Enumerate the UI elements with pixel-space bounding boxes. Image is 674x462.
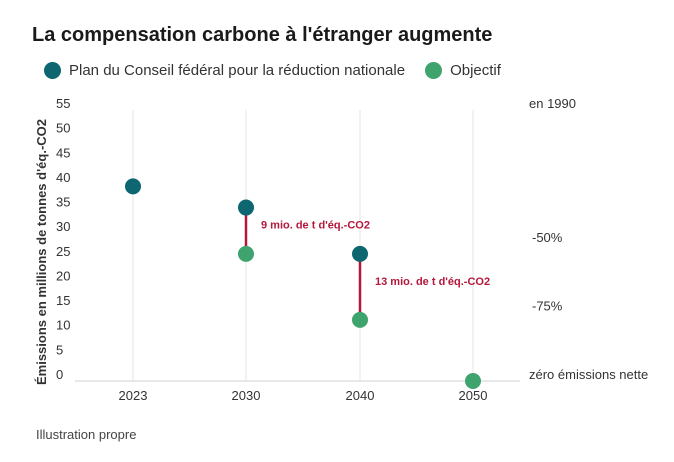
x-tick-label: 2040	[346, 388, 375, 403]
legend-item-plan[interactable]: Plan du Conseil fédéral pour la réductio…	[44, 62, 405, 79]
y-tick-label: 25	[56, 244, 70, 259]
x-tick-label: 2050	[459, 388, 488, 403]
legend-swatch-plan	[44, 62, 61, 79]
source-note: Illustration propre	[36, 427, 137, 442]
right-annotation: -50%	[532, 230, 563, 245]
y-tick-label: 35	[56, 195, 70, 210]
point-plan-2040	[352, 245, 368, 262]
y-tick-label: 45	[56, 145, 70, 160]
gap-label-2030: 9 mio. de t d'éq.-CO2	[261, 220, 370, 232]
legend-item-objectif[interactable]: Objectif	[425, 62, 501, 79]
point-objectif-2050	[465, 373, 481, 389]
gap-label-2040: 13 mio. de t d'éq.-CO2	[375, 276, 490, 288]
right-annotation: zéro émissions nette	[529, 367, 648, 382]
point-objectif-2040	[352, 311, 368, 328]
y-tick-label: 10	[56, 318, 70, 333]
legend: Plan du Conseil fédéral pour la réductio…	[44, 62, 521, 79]
legend-label-plan: Plan du Conseil fédéral pour la réductio…	[69, 62, 406, 79]
y-tick-label: 30	[56, 219, 70, 234]
point-plan-2023	[125, 178, 141, 195]
y-tick-label: 55	[56, 96, 70, 111]
point-plan-2030	[238, 199, 254, 216]
x-tick-label: 2023	[119, 388, 148, 403]
right-annotation: en 1990	[529, 96, 576, 111]
y-axis-title: Émissions en millions de tonnes d'éq.-CO…	[34, 119, 49, 385]
y-tick-label: 50	[56, 121, 70, 136]
y-tick-label: 40	[56, 170, 70, 185]
y-tick-label: 0	[56, 367, 63, 382]
y-tick-label: 20	[56, 268, 70, 283]
chart-title: La compensation carbone à l'étranger aug…	[32, 24, 493, 46]
right-annotation: -75%	[532, 299, 563, 314]
y-tick-label: 15	[56, 293, 70, 308]
legend-swatch-objectif	[425, 62, 443, 79]
x-tick-label: 2030	[232, 388, 261, 403]
point-objectif-2030	[238, 245, 254, 262]
legend-label-objectif: Objectif	[450, 62, 501, 79]
y-tick-label: 5	[56, 342, 63, 357]
